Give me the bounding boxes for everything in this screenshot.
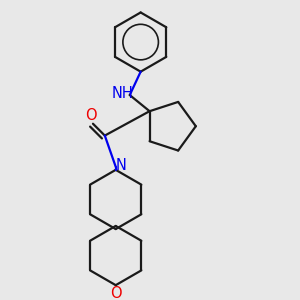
Text: O: O — [85, 107, 97, 122]
Text: O: O — [110, 286, 122, 300]
Text: NH: NH — [112, 86, 134, 101]
Text: N: N — [115, 158, 126, 173]
